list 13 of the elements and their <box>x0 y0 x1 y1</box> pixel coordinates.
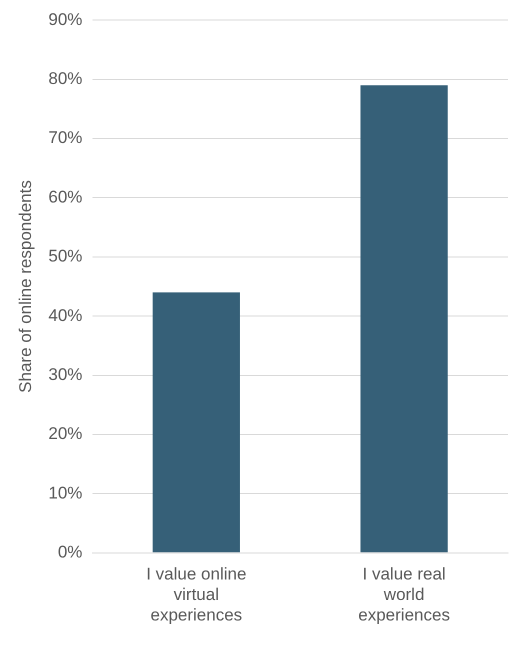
y-tick-label: 80% <box>48 69 82 88</box>
y-tick-label: 0% <box>58 542 82 562</box>
y-axis-title: Share of online respondents <box>16 180 35 393</box>
x-tick-label: I value real world experiences <box>358 564 450 624</box>
y-tick-label: 70% <box>48 128 82 148</box>
y-tick-label: 20% <box>48 424 82 444</box>
y-tick-label: 30% <box>48 364 82 384</box>
y-tick-label: 40% <box>48 306 82 325</box>
y-tick-label: 90% <box>48 10 82 29</box>
y-tick-label: 50% <box>48 246 82 266</box>
y-tick-label: 60% <box>48 187 82 206</box>
y-tick-label: 10% <box>48 483 82 502</box>
x-tick-label: I value online virtual experiences <box>146 564 246 624</box>
